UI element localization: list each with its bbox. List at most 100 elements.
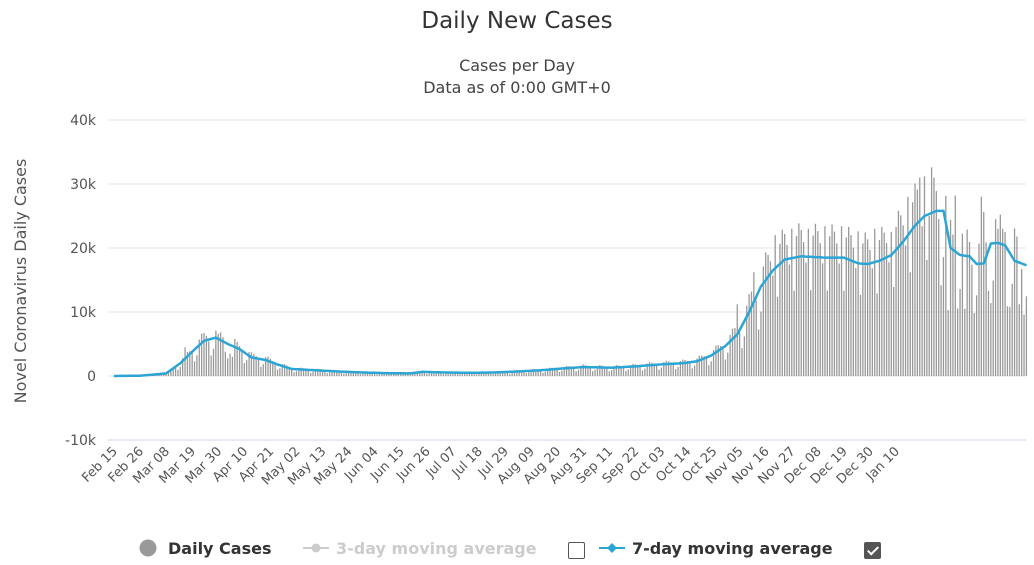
- bar-daily-cases: [606, 367, 608, 376]
- legend-item-daily-cases[interactable]: Daily Cases: [138, 535, 271, 561]
- bar-daily-cases: [196, 355, 198, 376]
- bar-daily-cases: [658, 369, 660, 376]
- bar-daily-cases: [971, 264, 973, 376]
- bar-daily-cases: [236, 341, 238, 376]
- bar-daily-cases: [300, 367, 302, 376]
- bar-daily-cases: [191, 352, 193, 376]
- bar-daily-cases: [890, 232, 892, 376]
- bar-daily-cases: [999, 214, 1001, 376]
- bar-daily-cases: [907, 196, 909, 376]
- checkbox-7day-average[interactable]: [864, 542, 881, 559]
- bar-daily-cases: [501, 371, 504, 376]
- bar-daily-cases: [222, 337, 224, 376]
- bar-daily-cases: [601, 365, 603, 376]
- bar-daily-cases: [990, 303, 992, 376]
- bar-daily-cases: [1021, 269, 1023, 376]
- bar-daily-cases: [975, 295, 978, 376]
- chart-svg: Daily New Cases Cases per Day Data as of…: [11, 8, 1028, 488]
- bar-daily-cases: [442, 374, 445, 376]
- bar-daily-cases: [855, 268, 857, 376]
- bar-daily-cases: [497, 371, 499, 376]
- bar-daily-cases: [881, 227, 883, 376]
- bar-daily-cases: [781, 229, 783, 376]
- bar-daily-cases: [983, 212, 985, 376]
- bar-daily-cases: [791, 228, 793, 376]
- bar-daily-cases: [921, 226, 923, 376]
- bar-daily-cases: [632, 363, 634, 376]
- bar-daily-cases: [262, 364, 264, 376]
- series-line-7day-average[interactable]: [114, 209, 1027, 378]
- bar-daily-cases: [568, 366, 570, 376]
- bar-daily-cases: [428, 373, 430, 376]
- bar-daily-cases: [625, 371, 627, 376]
- bar-daily-cases: [570, 366, 573, 376]
- bar-daily-cases: [594, 369, 596, 376]
- bar-daily-cases: [705, 358, 708, 376]
- bar-daily-cases: [426, 373, 428, 376]
- bar-daily-cases: [357, 372, 359, 376]
- bar-daily-cases: [182, 358, 184, 376]
- bar-daily-cases: [411, 373, 414, 376]
- bar-daily-cases: [167, 370, 170, 376]
- bar-daily-cases: [843, 290, 845, 376]
- bar-daily-cases: [613, 366, 615, 376]
- bar-daily-cases: [281, 364, 283, 376]
- chart-subtitle-line-1: Cases per Day: [459, 56, 575, 75]
- legend-item-7day-average[interactable]: 7-day moving average: [598, 535, 833, 561]
- bar-daily-cases: [542, 372, 544, 376]
- bar-daily-cases: [577, 369, 580, 376]
- bar-daily-cases: [883, 232, 885, 376]
- bar-daily-cases: [113, 376, 115, 377]
- y-tick-label: 20k: [70, 241, 97, 257]
- bar-daily-cases: [544, 371, 546, 376]
- bar-daily-cases: [333, 369, 336, 376]
- bar-daily-cases: [272, 361, 274, 376]
- chart-subtitle-line-2: Data as of 0:00 GMT+0: [423, 78, 611, 97]
- bar-daily-cases: [554, 368, 556, 376]
- bar-daily-cases: [433, 371, 435, 376]
- bar-daily-cases: [755, 300, 757, 376]
- bar-daily-cases: [539, 370, 542, 376]
- bar-daily-cases: [1025, 296, 1028, 376]
- y-axis-ticks: -10k 0 10k 20k 30k 40k: [65, 113, 97, 449]
- bar-daily-cases: [829, 236, 831, 376]
- bar-daily-cases: [1023, 314, 1025, 376]
- bar-daily-cases: [537, 369, 539, 376]
- bar-daily-cases: [814, 223, 817, 376]
- bar-daily-cases: [267, 356, 269, 376]
- bar-daily-cases: [449, 371, 452, 376]
- bar-daily-cases: [968, 241, 971, 376]
- bar-daily-cases: [421, 371, 423, 376]
- bar-daily-cases: [696, 358, 698, 376]
- bar-daily-cases: [914, 183, 916, 376]
- legend-item-3day-average[interactable]: 3-day moving average: [302, 535, 537, 561]
- bar-daily-cases: [874, 228, 876, 376]
- bar-daily-cases: [795, 235, 798, 376]
- bar-daily-cases: [494, 373, 497, 376]
- bar-daily-cases: [549, 367, 551, 376]
- bar-daily-cases: [720, 345, 722, 376]
- bar-daily-cases: [741, 348, 743, 376]
- bar-daily-cases: [264, 357, 267, 376]
- bar-daily-cases: [935, 191, 937, 376]
- bar-daily-cases: [902, 225, 904, 376]
- bar-daily-cases: [710, 361, 712, 376]
- bar-daily-cases: [757, 329, 760, 376]
- bar-daily-cases: [345, 372, 347, 376]
- checkbox-3day-average[interactable]: [568, 542, 585, 559]
- bar-daily-cases: [900, 215, 902, 376]
- bar-daily-cases: [961, 233, 964, 376]
- bar-daily-cases: [637, 365, 639, 376]
- bar-daily-cases: [480, 372, 482, 376]
- bar-daily-cases: [193, 361, 196, 376]
- bar-daily-cases: [250, 352, 253, 376]
- bar-daily-cases: [893, 286, 895, 376]
- bar-daily-cases: [909, 272, 911, 376]
- bar-daily-cases: [200, 333, 203, 376]
- bar-daily-cases: [478, 373, 480, 376]
- bar-daily-cases: [312, 371, 314, 376]
- bar-daily-cases: [930, 167, 933, 376]
- bar-daily-cases: [184, 347, 186, 376]
- bar-daily-cases: [734, 328, 736, 376]
